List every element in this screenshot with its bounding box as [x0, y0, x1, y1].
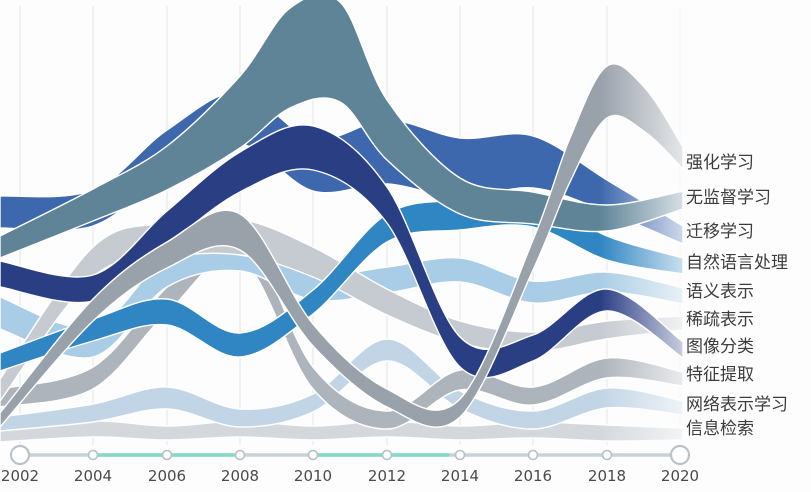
timeline-node-2010[interactable] [307, 449, 319, 461]
timeline-node-2012[interactable] [381, 449, 393, 461]
timeline-slider: 2002 2004 2006 2008 2010 2012 2014 2016 2018 2020 [1, 444, 699, 485]
timeline-node-2020[interactable] [669, 444, 691, 466]
topic-label-语义表示: 语义表示 [686, 282, 754, 302]
timeline-node-2006[interactable] [161, 449, 173, 461]
timeline-node-2014[interactable] [454, 449, 466, 461]
timeline-year-2018[interactable]: 2018 [588, 467, 626, 485]
timeline-node-2002[interactable] [9, 444, 31, 466]
timeline-year-2016[interactable]: 2016 [514, 467, 552, 485]
timeline-year-2008[interactable]: 2008 [221, 467, 259, 485]
timeline-node-2004[interactable] [87, 449, 99, 461]
topic-label-稀疏表示: 稀疏表示 [686, 310, 754, 330]
topic-labels: 强化学习无监督学习迁移学习自然语言处理语义表示稀疏表示图像分类特征提取网络表示学… [686, 153, 788, 439]
timeline-year-2012[interactable]: 2012 [368, 467, 406, 485]
timeline-year-2004[interactable]: 2004 [74, 467, 112, 485]
topic-label-自然语言处理: 自然语言处理 [686, 253, 788, 273]
topic-label-迁移学习: 迁移学习 [686, 222, 754, 242]
topic-label-图像分类: 图像分类 [686, 337, 754, 357]
timeline-node-2016[interactable] [527, 449, 539, 461]
topic-label-特征提取: 特征提取 [686, 365, 754, 385]
topic-label-信息检索: 信息检索 [686, 419, 754, 439]
stream-信息检索[interactable] [0, 420, 684, 443]
timeline-year-2020[interactable]: 2020 [661, 467, 699, 485]
stream-layer [0, 0, 684, 443]
topic-label-网络表示学习: 网络表示学习 [686, 395, 788, 415]
timeline-node-2008[interactable] [234, 449, 246, 461]
timeline-year-2010[interactable]: 2010 [294, 467, 332, 485]
timeline-year-2002[interactable]: 2002 [1, 467, 39, 485]
timeline-year-2014[interactable]: 2014 [441, 467, 479, 485]
topic-label-无监督学习: 无监督学习 [686, 188, 771, 208]
timeline-year-2006[interactable]: 2006 [148, 467, 186, 485]
topic-label-强化学习: 强化学习 [686, 153, 754, 173]
timeline-node-2018[interactable] [601, 449, 613, 461]
